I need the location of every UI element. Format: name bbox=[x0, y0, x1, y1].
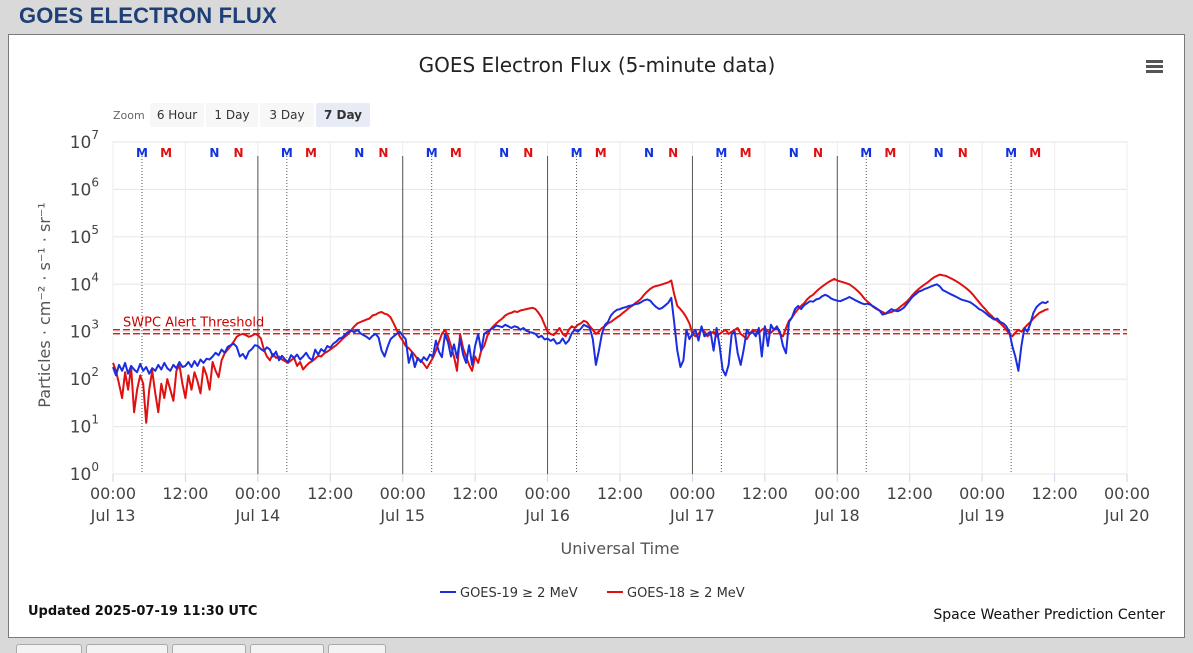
x-tick-time: 12:00 bbox=[307, 484, 353, 503]
x-tick-time: 12:00 bbox=[162, 484, 208, 503]
y-tick-label: 104 bbox=[70, 270, 99, 295]
credit-text: Space Weather Prediction Center bbox=[933, 607, 1165, 623]
chart-title: GOES Electron Flux (5-minute data) bbox=[419, 53, 776, 77]
satellite-marker-m: M bbox=[305, 146, 317, 160]
x-tick-time: 00:00 bbox=[1104, 484, 1150, 503]
x-tick-time: 12:00 bbox=[887, 484, 933, 503]
zoom-button-label[interactable]: 6 Hour bbox=[157, 108, 197, 122]
zoom-button-label[interactable]: 7 Day bbox=[324, 108, 362, 122]
satellite-marker-m: M bbox=[884, 146, 896, 160]
satellite-marker-m: M bbox=[450, 146, 462, 160]
legend-label[interactable]: GOES-19 ≥ 2 MeV bbox=[460, 586, 578, 601]
satellite-marker-m: M bbox=[595, 146, 607, 160]
page-title: GOES ELECTRON FLUX bbox=[19, 3, 277, 28]
x-tick-time: 00:00 bbox=[525, 484, 571, 503]
satellite-marker-n: N bbox=[813, 146, 823, 160]
x-tick-date: Jul 15 bbox=[379, 506, 425, 525]
threshold-label: SWPC Alert Threshold bbox=[123, 316, 264, 331]
satellite-marker-m: M bbox=[740, 146, 752, 160]
x-tick-time: 00:00 bbox=[669, 484, 715, 503]
x-tick-time: 00:00 bbox=[235, 484, 281, 503]
zoom-button-label[interactable]: 3 Day bbox=[269, 108, 304, 122]
satellite-marker-m: M bbox=[860, 146, 872, 160]
x-tick-time: 00:00 bbox=[90, 484, 136, 503]
zoom-button-7-day[interactable]: 7 Day bbox=[316, 103, 370, 127]
zoom-label: Zoom bbox=[113, 109, 145, 122]
satellite-marker-n: N bbox=[644, 146, 654, 160]
satellite-marker-n: N bbox=[789, 146, 799, 160]
menu-icon[interactable] bbox=[1146, 60, 1163, 73]
x-tick-time: 12:00 bbox=[742, 484, 788, 503]
satellite-marker-m: M bbox=[281, 146, 293, 160]
legend-item[interactable]: GOES-18 ≥ 2 MeV bbox=[607, 586, 745, 601]
y-tick-label: 106 bbox=[70, 175, 99, 200]
zoom-button-3-day[interactable]: 3 Day bbox=[260, 103, 314, 127]
satellite-marker-m: M bbox=[426, 146, 438, 160]
x-tick-date: Jul 14 bbox=[234, 506, 280, 525]
satellite-marker-n: N bbox=[499, 146, 509, 160]
x-tick-date: Jul 20 bbox=[1104, 506, 1150, 525]
x-tick-date: Jul 19 bbox=[959, 506, 1005, 525]
y-tick-label: 102 bbox=[70, 365, 99, 390]
updated-text: Updated 2025-07-19 11:30 UTC bbox=[28, 604, 257, 619]
x-tick-date: Jul 16 bbox=[524, 506, 570, 525]
zoom-controls: Zoom 6 Hour 1 Day 3 Day 7 Day bbox=[113, 103, 370, 127]
y-axis-title: Particles · cm⁻² · s⁻¹ · sr⁻¹ bbox=[35, 202, 54, 407]
x-tick-date: Jul 18 bbox=[814, 506, 860, 525]
y-tick-label: 101 bbox=[70, 413, 99, 438]
legend: GOES-19 ≥ 2 MeV GOES-18 ≥ 2 MeV bbox=[440, 586, 745, 601]
x-tick-time: 12:00 bbox=[452, 484, 498, 503]
y-tick-label: 103 bbox=[70, 318, 99, 343]
satellite-marker-m: M bbox=[136, 146, 148, 160]
legend-label[interactable]: GOES-18 ≥ 2 MeV bbox=[627, 586, 745, 601]
x-tick-date: Jul 13 bbox=[90, 506, 136, 525]
y-tick-label: 105 bbox=[70, 223, 99, 248]
y-tick-label: 107 bbox=[70, 128, 99, 153]
satellite-marker-n: N bbox=[354, 146, 364, 160]
x-tick-date: Jul 17 bbox=[669, 506, 715, 525]
bottom-strip bbox=[0, 638, 1193, 649]
satellite-marker-m: M bbox=[1005, 146, 1017, 160]
satellite-marker-n: N bbox=[934, 146, 944, 160]
satellite-marker-m: M bbox=[1029, 146, 1041, 160]
y-tick-label: 100 bbox=[70, 460, 99, 485]
satellite-marker-m: M bbox=[571, 146, 583, 160]
zoom-button-bg[interactable] bbox=[206, 103, 258, 127]
x-tick-time: 12:00 bbox=[597, 484, 643, 503]
legend-item[interactable]: GOES-19 ≥ 2 MeV bbox=[440, 586, 578, 601]
satellite-marker-n: N bbox=[958, 146, 968, 160]
satellite-marker-n: N bbox=[209, 146, 219, 160]
zoom-button-6-hour[interactable]: 6 Hour bbox=[150, 103, 204, 127]
page-header: GOES ELECTRON FLUX bbox=[0, 0, 1193, 34]
zoom-button-bg[interactable] bbox=[316, 103, 370, 127]
satellite-marker-n: N bbox=[378, 146, 388, 160]
x-tick-time: 00:00 bbox=[814, 484, 860, 503]
x-tick-time: 00:00 bbox=[959, 484, 1005, 503]
satellite-marker-m: M bbox=[715, 146, 727, 160]
satellite-marker-n: N bbox=[523, 146, 533, 160]
zoom-button-label[interactable]: 1 Day bbox=[214, 108, 249, 122]
satellite-marker-n: N bbox=[234, 146, 244, 160]
x-tick-time: 00:00 bbox=[380, 484, 426, 503]
satellite-marker-n: N bbox=[668, 146, 678, 160]
x-tick-time: 12:00 bbox=[1032, 484, 1078, 503]
x-axis-title: Universal Time bbox=[560, 539, 679, 558]
series-line-goes18 bbox=[112, 273, 1049, 424]
satellite-marker-m: M bbox=[160, 146, 172, 160]
zoom-button-bg[interactable] bbox=[260, 103, 314, 127]
zoom-button-1-day[interactable]: 1 Day bbox=[206, 103, 258, 127]
series-line-goes19 bbox=[112, 283, 1050, 377]
zoom-button-bg[interactable] bbox=[150, 103, 204, 127]
